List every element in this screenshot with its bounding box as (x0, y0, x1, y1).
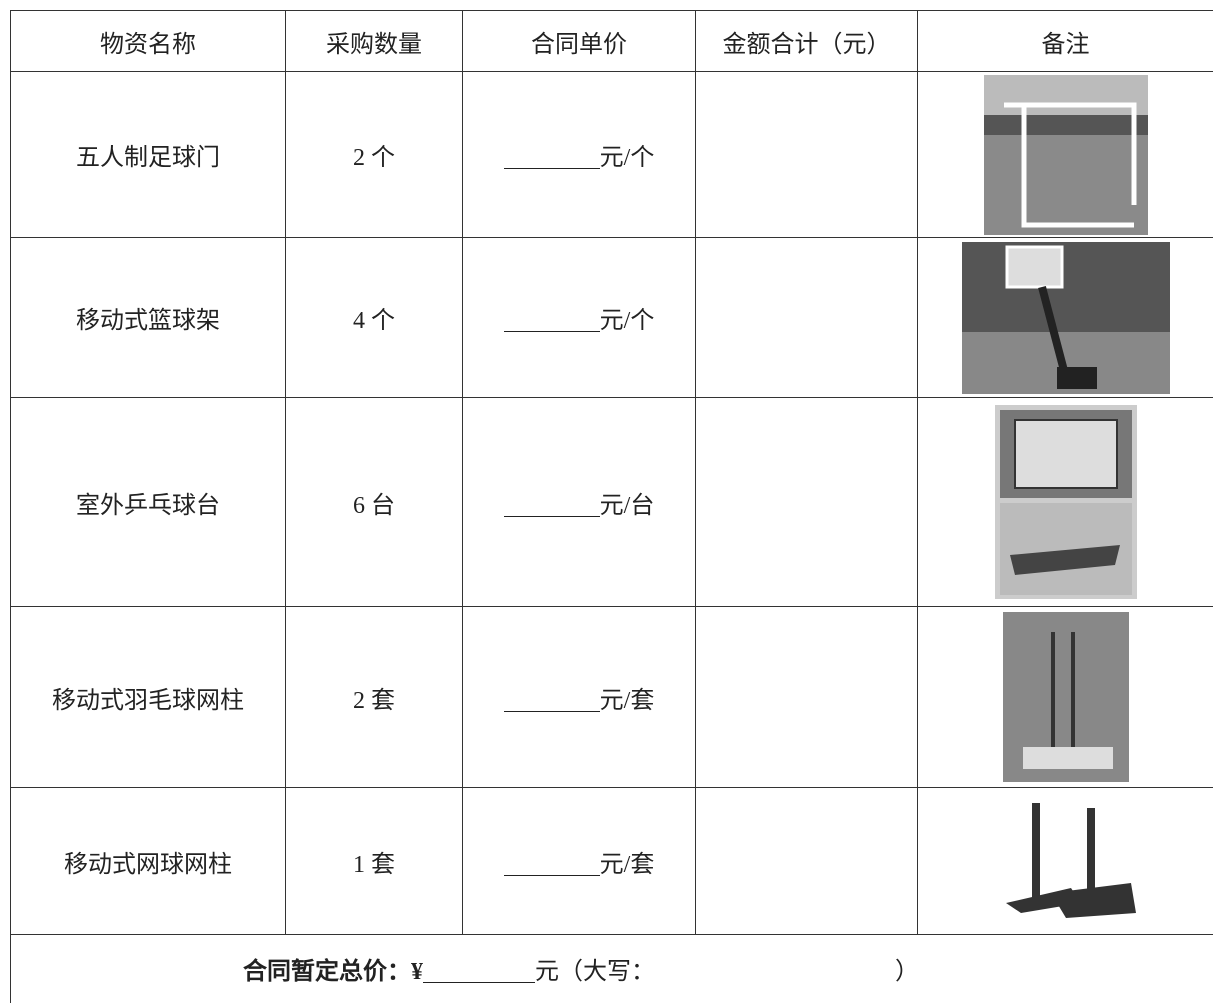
amount (695, 606, 918, 788)
header-cell: 物资名称 (10, 10, 286, 72)
amount (695, 237, 918, 398)
price-unit: 元/个 (599, 308, 655, 334)
item-name: 五人制足球门 (10, 71, 286, 238)
quantity: 1 套 (285, 787, 463, 935)
photo-cell (917, 397, 1213, 607)
amount (695, 397, 918, 607)
unit-price: 元/个 (462, 71, 696, 238)
unit-price: 元/套 (462, 787, 696, 935)
header-cell: 金额合计（元） (695, 10, 918, 72)
price-unit: 元/个 (599, 145, 655, 171)
row: 移动式网球网柱 1 套 元/套 (10, 787, 1213, 935)
photo-cell (917, 237, 1213, 398)
footer-cell: 合同暂定总价：¥ 元（大写： ） (10, 934, 1213, 1003)
unit-price: 元/套 (462, 606, 696, 788)
footer-row: 合同暂定总价：¥ 元（大写： ） (10, 934, 1213, 1003)
price-unit: 元/套 (599, 687, 655, 714)
photo-cell (917, 787, 1213, 935)
header-cell: 备注 (917, 10, 1213, 72)
amount (695, 787, 918, 935)
header-row: 物资名称 采购数量 合同单价 金额合计（元） 备注 (10, 10, 1213, 72)
unit-price: 元/台 (462, 397, 696, 607)
header-cell: 合同单价 (462, 10, 696, 72)
photo-basketball-stand (961, 241, 1170, 394)
row: 移动式羽毛球网柱 2 套 元/套 (10, 606, 1213, 788)
photo-badminton-post (1002, 612, 1129, 782)
row: 移动式篮球架 4 个 元/个 (10, 237, 1213, 398)
quantity: 2 套 (285, 606, 463, 788)
quantity: 6 台 (285, 397, 463, 607)
photo-cell (917, 606, 1213, 788)
photo-table-tennis (994, 405, 1137, 599)
photo-cell (917, 71, 1213, 238)
unit-price: 元/个 (462, 237, 696, 398)
price-unit: 元/套 (599, 851, 655, 878)
procurement-table: 物资名称 采购数量 合同单价 金额合计（元） 备注 五人制足球门 2 个 元/个… (10, 10, 1213, 1003)
item-name: 移动式篮球架 (10, 237, 286, 398)
photo-football-goal (983, 74, 1148, 235)
total-unit: 元（大写： (535, 959, 655, 986)
header-cell: 采购数量 (285, 10, 463, 72)
photo-tennis-post (990, 793, 1141, 929)
amount (695, 71, 918, 238)
row: 五人制足球门 2 个 元/个 (10, 71, 1213, 238)
row: 室外乒乓球台 6 台 元/台 (10, 397, 1213, 607)
item-name: 移动式网球网柱 (10, 787, 286, 935)
price-unit: 元/台 (599, 492, 655, 519)
total-close: ） (895, 959, 919, 986)
quantity: 2 个 (285, 71, 463, 238)
item-name: 室外乒乓球台 (10, 397, 286, 607)
item-name: 移动式羽毛球网柱 (10, 606, 286, 788)
total-label: 合同暂定总价：¥ (243, 959, 423, 986)
quantity: 4 个 (285, 237, 463, 398)
